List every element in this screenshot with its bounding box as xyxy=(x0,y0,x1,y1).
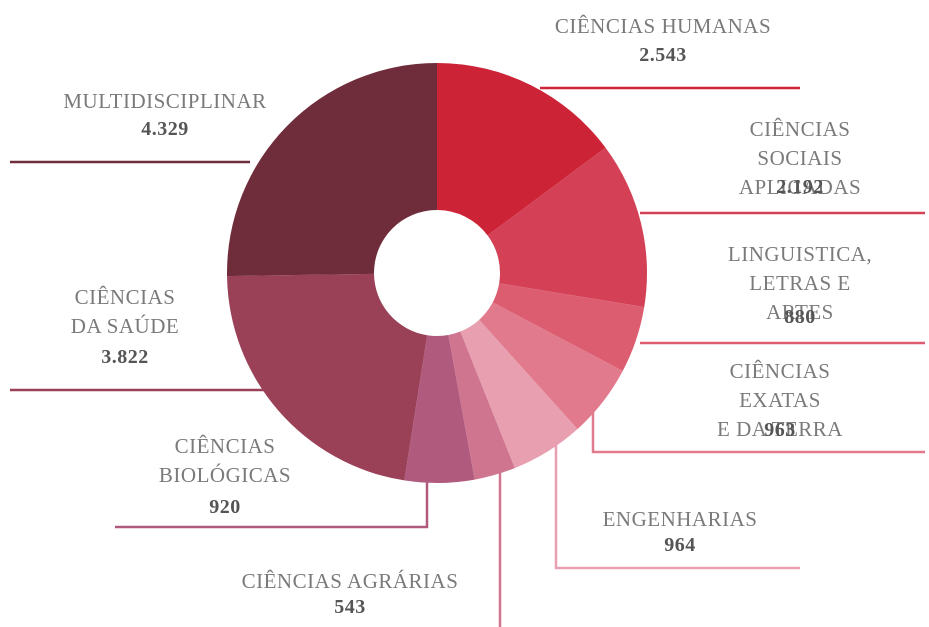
category-label: LINGUISTICA, LETRAS E ARTES xyxy=(727,242,873,324)
category-label: CIÊNCIAS DA SAÚDE xyxy=(70,285,180,338)
category-label: CIÊNCIAS AGRÁRIAS xyxy=(241,569,459,593)
leader-line xyxy=(554,440,800,570)
leader-line xyxy=(591,410,925,454)
slice xyxy=(437,63,606,236)
slice xyxy=(460,319,578,469)
slice xyxy=(487,147,648,308)
category-label: ENGENHARIAS xyxy=(602,507,758,531)
value-label: 2.543 xyxy=(639,44,687,66)
category-label: CIÊNCIAS HUMANAS xyxy=(554,14,772,38)
slice xyxy=(448,331,515,480)
slice xyxy=(492,283,645,372)
slice xyxy=(227,63,437,277)
slice xyxy=(479,302,623,430)
value-label: 880 xyxy=(784,306,816,328)
slice xyxy=(227,273,428,481)
value-label: 964 xyxy=(664,534,696,556)
value-label: 2.192 xyxy=(776,176,824,198)
value-label: 3.822 xyxy=(101,346,149,368)
value-label: 920 xyxy=(209,496,241,518)
category-label: MULTIDISCIPLINAR xyxy=(63,89,267,113)
leader-line xyxy=(115,480,429,529)
value-label: 963 xyxy=(764,419,796,441)
category-label: CIÊNCIAS BIOLÓGICAS xyxy=(158,434,292,487)
value-label: 543 xyxy=(334,596,366,618)
category-label: CIÊNCIAS EXATAS E DA TERRA xyxy=(717,359,843,441)
slice xyxy=(404,334,475,484)
value-label: 4.329 xyxy=(141,118,189,140)
category-label: CIÊNCIAS SOCIAIS APLICADAS xyxy=(738,117,862,199)
